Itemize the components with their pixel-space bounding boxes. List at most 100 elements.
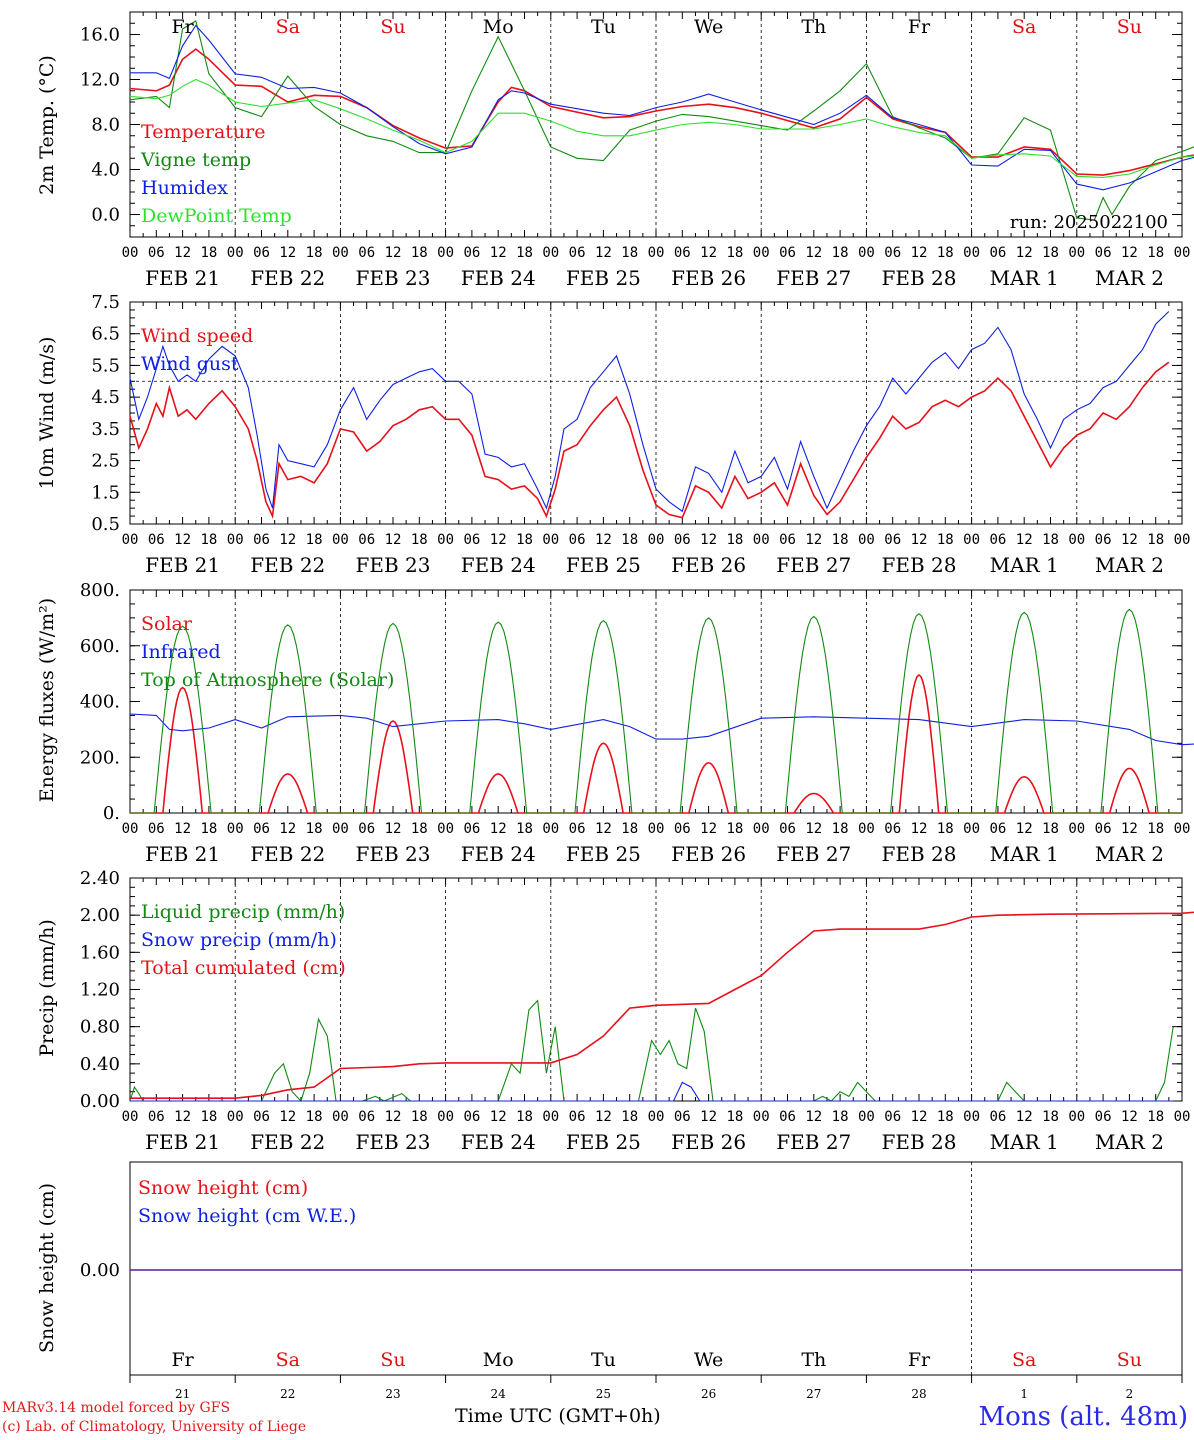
hour-label: 00 [1068,1109,1085,1125]
hour-label: 00 [122,1109,139,1125]
series-line-dewpoint-temp [129,78,1194,178]
hour-label: 06 [1095,245,1112,261]
hour-label: 18 [306,532,323,548]
legend-entry: Top of Atmosphere (Solar) [141,669,394,691]
hour-label: 00 [753,821,770,837]
hour-label: 06 [569,532,586,548]
series-line-temperature [129,48,1194,176]
hour-label: 18 [937,245,954,261]
date-label: MAR 1 [990,266,1059,290]
day-label: Sa [1012,1349,1036,1371]
legend-entry: Wind speed [141,325,253,347]
hour-label: 06 [569,245,586,261]
hour-label: 06 [148,1109,165,1125]
hour-label: 18 [1042,245,1059,261]
hour-label: 12 [595,821,612,837]
hour-label: 18 [200,532,217,548]
series-line-top-of-atmosphere-solar- [130,608,1182,814]
hour-label: 12 [911,1109,928,1125]
hour-label: 18 [1042,532,1059,548]
hour-label: 00 [542,821,559,837]
hour-label: 18 [832,821,849,837]
date-label: FEB 26 [671,266,746,290]
y-tick-label: 400. [80,692,120,713]
legend-entry: Liquid precip (mm/h) [141,901,345,923]
y-tick-label: 1.5 [91,482,120,503]
legend-entry: Snow height (cm W.E.) [138,1205,356,1227]
date-label: FEB 22 [250,842,325,866]
hour-label: 12 [700,1109,717,1125]
y-tick-label: 0.40 [80,1054,120,1075]
hour-label: 18 [411,1109,428,1125]
hour-label: 06 [1095,821,1112,837]
legend-entry: Humidex [141,177,228,199]
hour-label: 00 [858,532,875,548]
legend-entry: Snow precip (mm/h) [141,929,337,951]
day-number: 28 [911,1387,926,1401]
hour-label: 18 [937,532,954,548]
hour-label: 12 [911,245,928,261]
date-label: FEB 26 [671,842,746,866]
day-label: Su [1117,16,1142,38]
hour-label: 12 [385,245,402,261]
date-label: FEB 21 [145,553,220,577]
date-label: FEB 25 [566,1130,641,1154]
date-label: MAR 2 [1095,266,1164,290]
hour-label: 06 [674,821,691,837]
lab-line: (c) Lab. of Climatology, University of L… [2,1419,307,1435]
hour-label: 18 [306,245,323,261]
hour-label: 12 [174,245,191,261]
panel-frame [129,11,1183,238]
y-tick-label: 4.0 [91,160,120,181]
day-label: Sa [1012,16,1036,38]
y-tick-label: 5.5 [91,355,120,376]
date-label: FEB 27 [776,842,851,866]
y-tick-label: 16.0 [80,25,120,46]
date-label: FEB 23 [356,266,431,290]
model-credit: MARv3.14 model forced by GFS (c) Lab. of… [2,1399,306,1437]
y-axis-label: Energy fluxes (W/m²) [36,598,58,802]
date-label: FEB 23 [356,842,431,866]
date-label: FEB 21 [145,842,220,866]
hour-label: 18 [621,1109,638,1125]
hour-label: 12 [700,245,717,261]
date-label: FEB 21 [145,1130,220,1154]
hour-label: 18 [621,245,638,261]
y-tick-label: 12.0 [80,70,120,91]
y-tick-label: 8.0 [91,115,120,136]
day-number: 2 [1126,1387,1134,1401]
legend-entry: DewPoint Temp [141,205,292,227]
hour-label: 06 [358,821,375,837]
hour-label: 06 [569,821,586,837]
hour-label: 00 [332,532,349,548]
date-label: FEB 25 [566,553,641,577]
hour-label: 00 [648,245,665,261]
hour-label: 18 [516,821,533,837]
hour-label: 06 [884,1109,901,1125]
hour-label: 06 [989,1109,1006,1125]
legend-entry: Infrared [141,641,221,663]
panel-frame [129,589,1183,814]
day-label: Su [380,1349,405,1371]
date-label: FEB 22 [250,266,325,290]
date-label: FEB 24 [461,842,536,866]
day-label: Sa [276,16,300,38]
hour-label: 18 [832,245,849,261]
y-axis-label: 2m Temp. (°C) [36,55,58,195]
hour-label: 18 [306,821,323,837]
hour-label: 12 [385,532,402,548]
day-label: Fr [171,16,194,38]
day-number: 22 [280,1387,295,1401]
hour-label: 18 [516,245,533,261]
date-label: FEB 28 [882,553,957,577]
day-label: Mo [483,16,514,38]
series-line-total-cumulated-cm- [130,911,1194,1099]
hour-label: 12 [1016,532,1033,548]
hour-label: 00 [122,245,139,261]
date-label: FEB 27 [776,553,851,577]
day-label: Sa [276,1349,300,1371]
hour-label: 00 [858,821,875,837]
series-line-wind-gust [129,311,1170,513]
series-line-wind-speed [129,361,1170,519]
hour-label: 06 [674,1109,691,1125]
